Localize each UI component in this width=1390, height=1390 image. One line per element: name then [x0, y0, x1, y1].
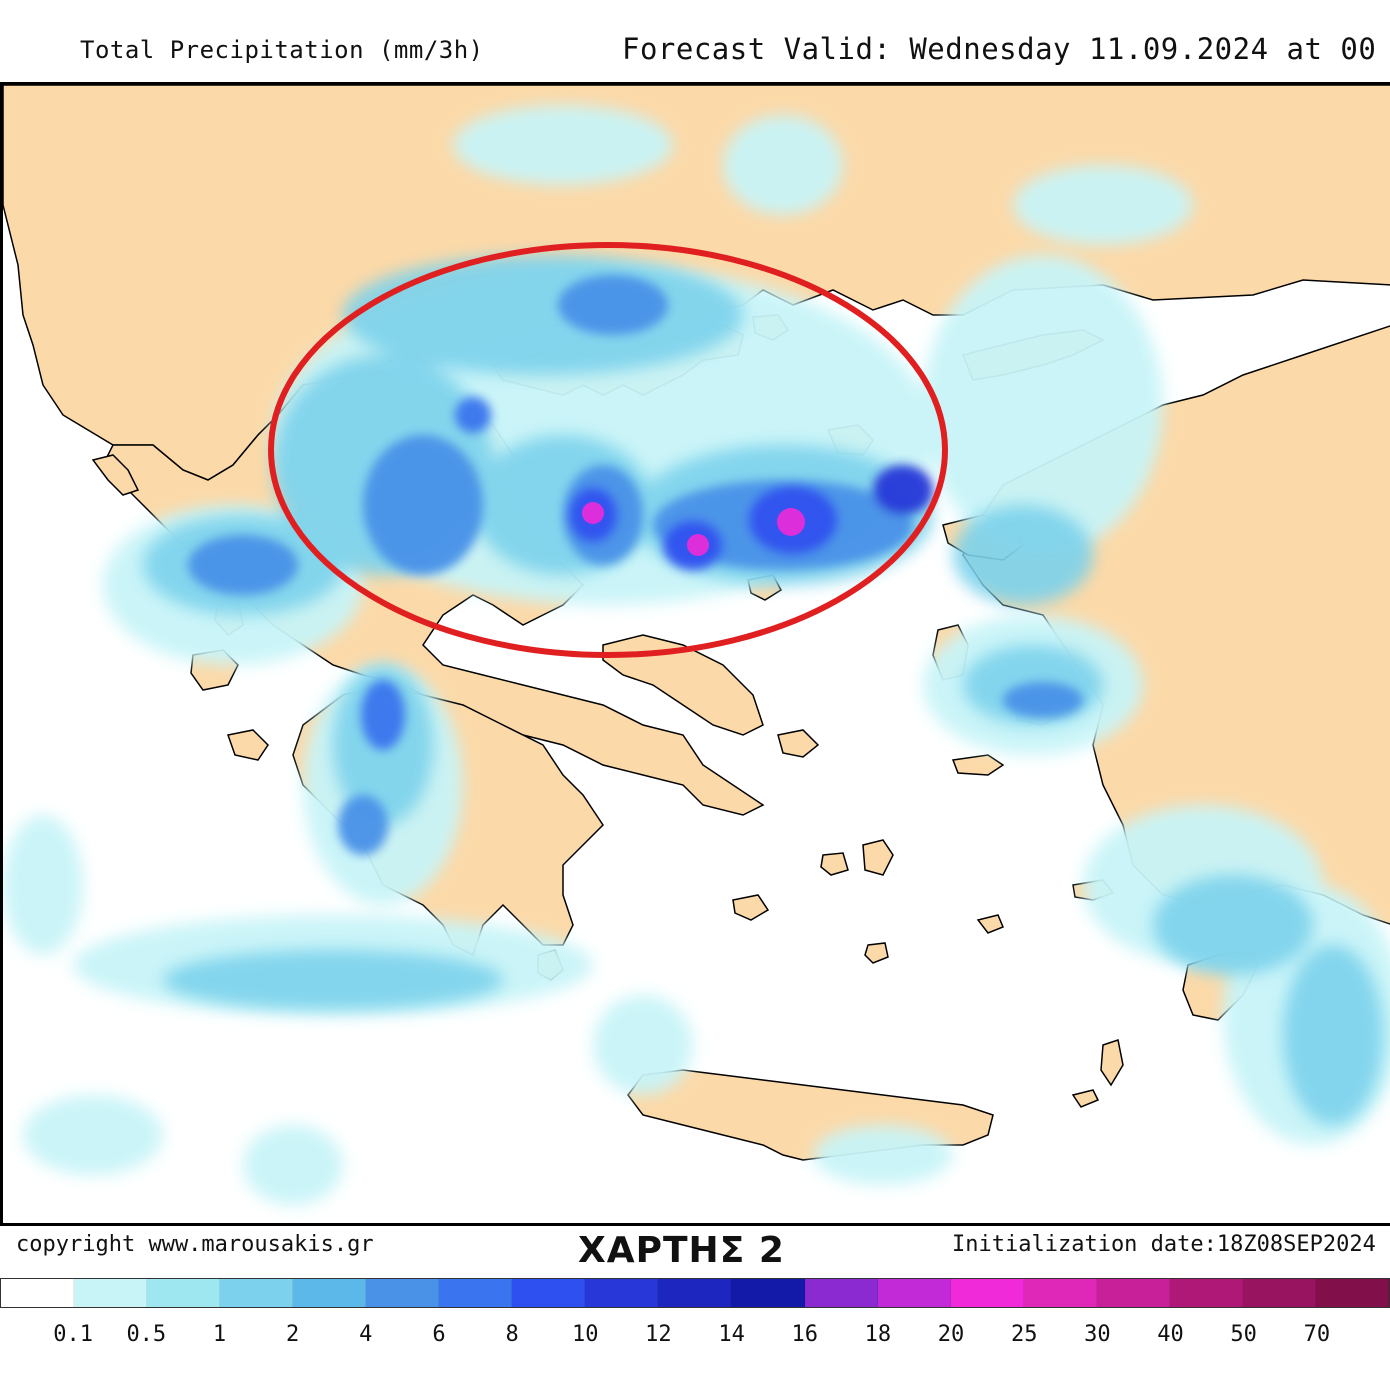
- legend-label: 2: [286, 1322, 300, 1347]
- legend-label: 8: [505, 1322, 519, 1347]
- legend-swatch: [439, 1279, 513, 1307]
- legend-label: 0.1: [53, 1322, 94, 1347]
- land-milos: [732, 894, 770, 921]
- legend-swatch: [877, 1279, 951, 1307]
- precip-max-cell: [687, 534, 709, 556]
- legend-swatch: [658, 1279, 732, 1307]
- legend-label: 16: [791, 1322, 818, 1347]
- precip-max-cell: [777, 508, 805, 536]
- precipitation-map: [0, 82, 1390, 1226]
- legend-swatch: [1242, 1279, 1316, 1307]
- land-kasos: [1071, 1089, 1100, 1108]
- land-karpathos: [1100, 1039, 1124, 1087]
- legend-label: 6: [432, 1322, 446, 1347]
- legend-label: 4: [359, 1322, 373, 1347]
- land-santorini: [864, 942, 889, 964]
- map-canvas: [3, 85, 1390, 1205]
- land-corfu: [91, 454, 140, 496]
- legend-swatch: [74, 1279, 148, 1307]
- legend-label: 50: [1230, 1322, 1257, 1347]
- legend-swatch: [293, 1279, 367, 1307]
- precip-max-cell: [582, 502, 604, 524]
- precip-peak-layer: [582, 502, 805, 556]
- highlight-ellipse: [268, 242, 948, 658]
- legend-swatch: [585, 1279, 659, 1307]
- legend-swatch: [366, 1279, 440, 1307]
- legend-swatch: [1315, 1279, 1389, 1307]
- precip-heavy-layer: [188, 275, 1083, 855]
- land-ikaria: [951, 754, 1005, 776]
- legend-label: 1: [212, 1322, 227, 1347]
- forecast-valid-time: Forecast Valid: Wednesday 11.09.2024 at …: [622, 32, 1390, 66]
- land-andros: [777, 729, 820, 758]
- initialization-date: Initialization date:18Z08SEP2024: [952, 1232, 1376, 1257]
- legend-label: 14: [718, 1322, 745, 1347]
- legend-label: 30: [1084, 1322, 1111, 1347]
- legend-label: 0.5: [126, 1322, 167, 1347]
- legend-swatch: [220, 1279, 294, 1307]
- legend-label: 70: [1303, 1322, 1331, 1347]
- legend-swatch: [1169, 1279, 1243, 1307]
- map-number-label: ΧΑΡΤΗΣ 2: [578, 1230, 785, 1271]
- copyright-text: copyright www.marousakis.gr: [16, 1232, 374, 1257]
- legend-label: 18: [864, 1322, 892, 1347]
- legend-swatch: [950, 1279, 1024, 1307]
- land-astypalaia: [976, 914, 1004, 934]
- legend-swatch: [1, 1279, 75, 1307]
- color-legend-labels: 0.1 0.5 1 2 4 6 8 10 12 14 16 18 20 25 30 40 50 70: [0, 1322, 1390, 1352]
- legend-swatch: [731, 1279, 805, 1307]
- legend-swatch: [804, 1279, 878, 1307]
- legend-swatch: [147, 1279, 221, 1307]
- legend-label: 40: [1157, 1322, 1184, 1347]
- legend-swatch: [512, 1279, 586, 1307]
- land-evia: [602, 634, 764, 736]
- color-legend-bar: [0, 1278, 1390, 1308]
- legend-label: 10: [572, 1322, 599, 1347]
- legend-swatch: [1096, 1279, 1170, 1307]
- legend-swatch: [1023, 1279, 1097, 1307]
- land-zakynthos: [227, 729, 269, 761]
- legend-label: 20: [937, 1322, 965, 1347]
- legend-label: 25: [1010, 1322, 1038, 1347]
- land-naxos: [862, 839, 894, 876]
- map-title: Total Precipitation (mm/3h): [80, 36, 484, 64]
- legend-label: 12: [645, 1322, 672, 1347]
- land-paros: [820, 852, 849, 876]
